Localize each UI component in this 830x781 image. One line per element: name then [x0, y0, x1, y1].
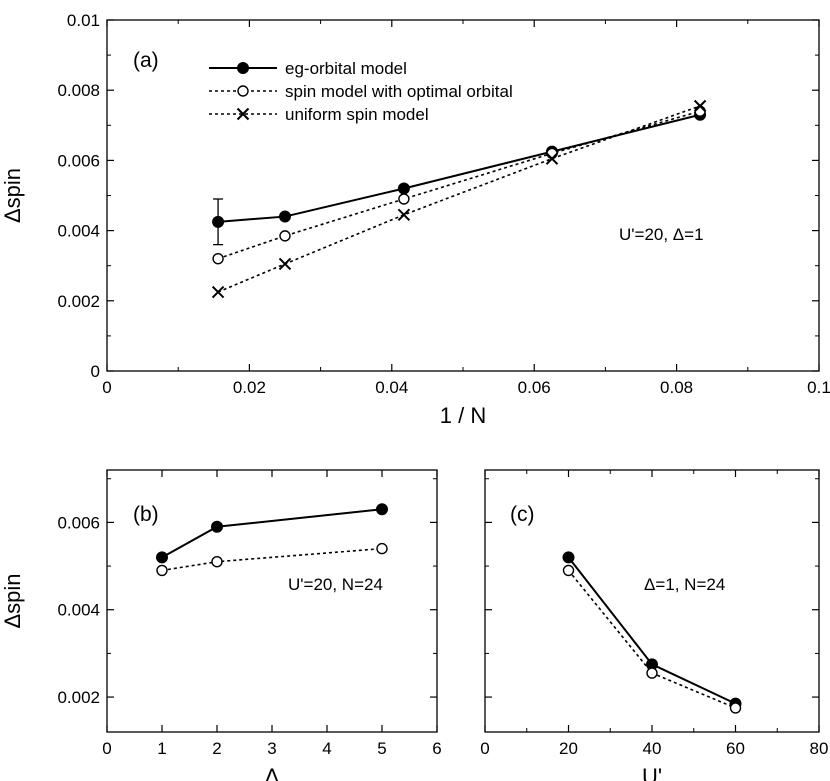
series-0: [156, 503, 388, 564]
y-tick-label: 0: [91, 362, 100, 381]
x-tick-label: 4: [322, 739, 331, 758]
data-point: [279, 230, 291, 242]
x-tick-label: 20: [559, 739, 578, 758]
panel-c: 0 20 40 60 80 U' (c) Δ=1, N=24: [480, 469, 829, 781]
data-point: [376, 542, 388, 555]
data-point: [729, 702, 742, 714]
x-tick-label: 0.02: [233, 378, 266, 397]
x-tick-label: 80: [810, 739, 829, 758]
y-tick-label: 0.002: [57, 688, 100, 707]
data-point: [279, 210, 291, 223]
plot-frame: [106, 19, 820, 372]
data-point: [212, 252, 224, 265]
data-point: [397, 182, 410, 195]
data-point: [156, 564, 168, 577]
data-point: [211, 285, 225, 299]
y-axis-title: Δspin: [0, 168, 25, 223]
data-point: [376, 503, 388, 516]
annotation: U'=20, N=24: [288, 575, 383, 594]
series-line: [217, 113, 701, 223]
panel-b: 0 1 2 3 4 5 6 0.002 0.004 0.006 Δ Δspin (b) U'=20, N=…: [0, 469, 442, 781]
x-tick-label: 5: [377, 739, 386, 758]
x-tick-label: 2: [212, 739, 221, 758]
x-tick-label: 60: [726, 739, 745, 758]
y-tick-label: 0.006: [57, 151, 100, 170]
x-axis-title: U': [642, 764, 662, 781]
x-tick-label: 0: [102, 739, 111, 758]
series-2: [211, 99, 707, 299]
legend-label: uniform spin model: [285, 105, 429, 124]
y-tick-label: 0.004: [57, 222, 100, 241]
data-point: [562, 551, 575, 564]
series-line: [161, 508, 383, 559]
series-1: [156, 542, 388, 577]
annotation: Δ=1, N=24: [644, 575, 725, 594]
data-point: [212, 215, 225, 228]
panel-label: (a): [133, 49, 159, 72]
series-1: [562, 564, 742, 714]
data-point: [278, 257, 292, 271]
y-tick-label: 0.004: [57, 601, 100, 620]
x-tick-label: 0.08: [660, 378, 693, 397]
data-point: [693, 99, 707, 113]
data-point: [397, 208, 411, 222]
panel-label: (b): [133, 503, 159, 526]
legend-entry: uniform spin model: [209, 105, 429, 124]
data-point: [211, 556, 223, 568]
legend-entry: eg-orbital model: [209, 59, 407, 78]
x-tick-label: 0.04: [375, 378, 408, 397]
y-axis-title: Δspin: [0, 573, 25, 628]
data-point: [398, 193, 410, 205]
x-tick-label: 40: [643, 739, 662, 758]
panel-label: (c): [510, 503, 535, 526]
y-tick-label: 0.01: [67, 11, 100, 30]
legend-marker: [237, 85, 249, 97]
legend-entry: spin model with optimal orbital: [209, 82, 513, 101]
legend-marker: [236, 107, 250, 121]
y-tick-label: 0.008: [57, 81, 100, 100]
data-point: [545, 152, 559, 165]
series-0: [562, 551, 742, 710]
annotation: U'=20, Δ=1: [619, 225, 704, 244]
x-tick-label: 3: [267, 739, 276, 758]
legend-label: spin model with optimal orbital: [285, 82, 513, 101]
legend-marker: [237, 62, 249, 74]
data-point: [546, 147, 558, 160]
data-point: [211, 520, 223, 533]
x-tick-label: 1: [157, 739, 166, 758]
plot-frame: [484, 469, 820, 733]
x-tick-label: 0: [102, 378, 111, 397]
x-tick-label: 0.06: [518, 378, 551, 397]
x-tick-label: 0: [480, 739, 489, 758]
legend: eg-orbital model spin model with optimal …: [209, 59, 513, 124]
x-axis-title: 1 / N: [440, 403, 486, 428]
x-tick-label: 0.1: [807, 378, 830, 397]
y-tick-label: 0.006: [57, 513, 100, 532]
data-point: [156, 551, 168, 564]
data-point: [646, 667, 658, 679]
y-tick-label: 0.002: [57, 292, 100, 311]
legend-label: eg-orbital model: [285, 59, 407, 78]
x-axis-title: Δ: [265, 764, 280, 781]
x-tick-label: 6: [432, 739, 441, 758]
data-point: [562, 564, 575, 577]
panel-a: 0 0.02 0.04 0.06 0.08 0.1 0 0.002 0.004 0.006 0.00…: [0, 11, 830, 428]
series-line: [217, 105, 701, 293]
series-line: [161, 547, 383, 572]
